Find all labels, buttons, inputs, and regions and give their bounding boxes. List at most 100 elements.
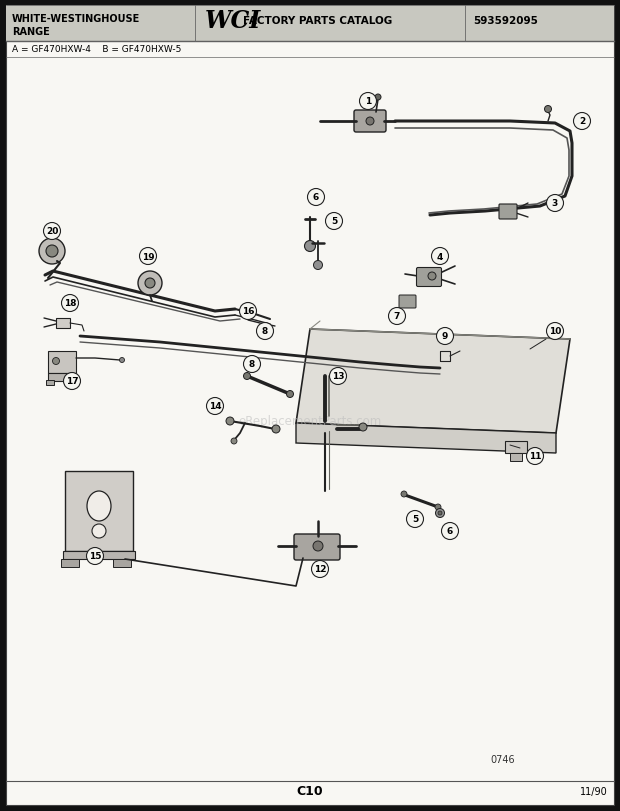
Text: 6: 6: [447, 527, 453, 536]
Text: RANGE: RANGE: [12, 27, 50, 37]
Circle shape: [61, 295, 79, 312]
Text: WCI: WCI: [205, 9, 261, 33]
Circle shape: [432, 248, 448, 265]
Text: 2: 2: [579, 118, 585, 127]
Circle shape: [92, 525, 106, 539]
Circle shape: [304, 241, 316, 252]
Text: 0746: 0746: [490, 754, 515, 764]
Text: 6: 6: [313, 193, 319, 202]
Text: 7: 7: [394, 312, 400, 321]
Circle shape: [546, 323, 564, 340]
Circle shape: [206, 398, 223, 415]
Circle shape: [407, 511, 423, 528]
Circle shape: [544, 106, 552, 114]
Polygon shape: [296, 423, 556, 453]
Circle shape: [311, 561, 329, 577]
Circle shape: [46, 246, 58, 258]
Circle shape: [436, 328, 453, 345]
Circle shape: [244, 356, 260, 373]
FancyBboxPatch shape: [417, 268, 441, 287]
Circle shape: [526, 448, 544, 465]
Circle shape: [63, 373, 81, 390]
Text: 8: 8: [249, 360, 255, 369]
Text: A = GF470HXW-4    B = GF470HXW-5: A = GF470HXW-4 B = GF470HXW-5: [12, 45, 182, 54]
Circle shape: [401, 491, 407, 497]
Text: 5: 5: [412, 515, 418, 524]
Bar: [48, 374, 76, 381]
Circle shape: [326, 213, 342, 230]
Text: 8: 8: [262, 327, 268, 336]
Circle shape: [231, 439, 237, 444]
Text: 12: 12: [314, 564, 326, 574]
Circle shape: [435, 504, 441, 510]
Circle shape: [140, 248, 156, 265]
Bar: [61, 560, 79, 568]
Text: 9: 9: [442, 332, 448, 341]
Circle shape: [257, 323, 273, 340]
Circle shape: [244, 373, 250, 380]
Circle shape: [314, 261, 322, 270]
Polygon shape: [296, 329, 570, 433]
Text: 13: 13: [332, 372, 344, 381]
Text: 5: 5: [331, 217, 337, 226]
Circle shape: [272, 426, 280, 433]
Text: 15: 15: [89, 551, 101, 561]
Circle shape: [574, 114, 590, 131]
Circle shape: [226, 418, 234, 426]
Text: 14: 14: [209, 402, 221, 411]
Circle shape: [53, 358, 60, 365]
Bar: [56, 319, 70, 328]
Text: C10: C10: [297, 784, 323, 797]
Circle shape: [366, 118, 374, 126]
Text: 10: 10: [549, 327, 561, 336]
Bar: [510, 453, 522, 461]
Circle shape: [308, 189, 324, 206]
Circle shape: [138, 272, 162, 296]
Bar: [505, 441, 527, 453]
Text: 20: 20: [46, 227, 58, 236]
Text: 11: 11: [529, 452, 541, 461]
Text: 3: 3: [552, 200, 558, 208]
Circle shape: [39, 238, 65, 264]
FancyBboxPatch shape: [48, 351, 76, 374]
Circle shape: [120, 358, 125, 363]
Circle shape: [546, 195, 564, 212]
FancyBboxPatch shape: [499, 204, 517, 220]
Text: eReplacementParts.com: eReplacementParts.com: [238, 415, 382, 428]
FancyBboxPatch shape: [354, 111, 386, 133]
Ellipse shape: [87, 491, 111, 521]
Circle shape: [435, 508, 445, 518]
Text: 4: 4: [437, 252, 443, 261]
Bar: [63, 551, 135, 560]
Circle shape: [428, 272, 436, 281]
Text: 19: 19: [142, 252, 154, 261]
Text: WHITE-WESTINGHOUSE: WHITE-WESTINGHOUSE: [12, 14, 140, 24]
Circle shape: [375, 95, 381, 101]
Bar: [113, 560, 131, 568]
Circle shape: [239, 303, 257, 320]
Circle shape: [438, 512, 442, 515]
Circle shape: [360, 93, 376, 110]
Circle shape: [87, 547, 104, 564]
FancyBboxPatch shape: [399, 296, 416, 309]
Text: 593592095: 593592095: [473, 16, 538, 26]
Circle shape: [441, 523, 459, 540]
Text: 18: 18: [64, 299, 76, 308]
Text: 17: 17: [66, 377, 78, 386]
FancyBboxPatch shape: [294, 534, 340, 560]
Circle shape: [286, 391, 293, 398]
Text: 16: 16: [242, 307, 254, 316]
Bar: [6, 6, 614, 42]
Circle shape: [145, 279, 155, 289]
Circle shape: [329, 368, 347, 385]
Circle shape: [359, 423, 367, 431]
Bar: [65, 471, 133, 551]
Circle shape: [389, 308, 405, 325]
Bar: [46, 380, 54, 385]
Text: FACTORY PARTS CATALOG: FACTORY PARTS CATALOG: [243, 16, 392, 26]
Bar: [66, 380, 74, 385]
Circle shape: [313, 541, 323, 551]
Text: 1: 1: [365, 97, 371, 106]
Circle shape: [43, 223, 61, 240]
Text: 11/90: 11/90: [580, 786, 608, 796]
